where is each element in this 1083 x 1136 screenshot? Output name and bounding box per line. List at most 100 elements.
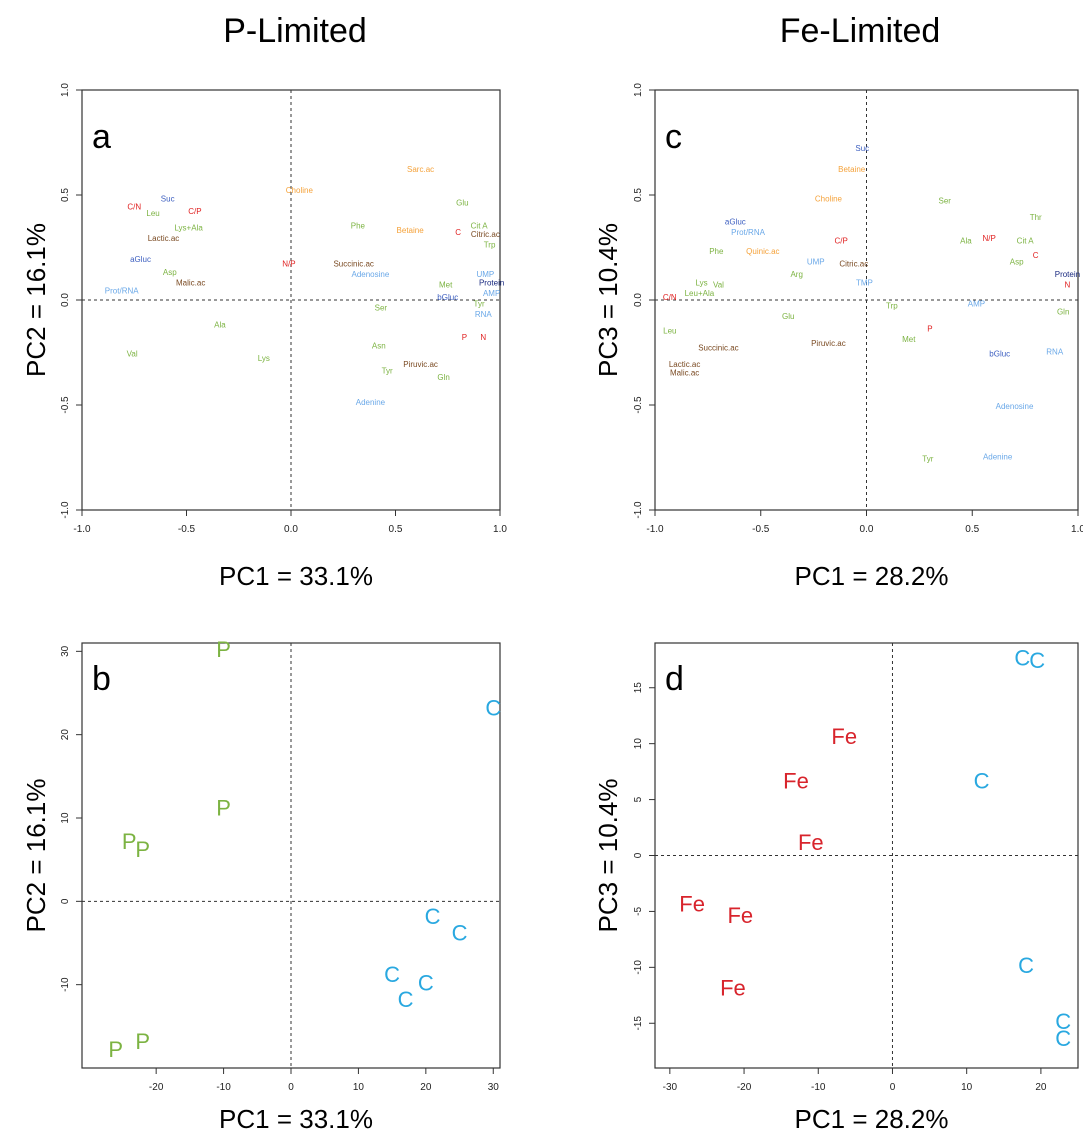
variable-loading-label: C/P <box>834 236 847 245</box>
variable-loading-label: Quinic.ac <box>746 247 779 256</box>
y-tick-label: -5 <box>633 907 644 916</box>
variable-loading-label: Prot/RNA <box>105 287 139 296</box>
y-tick-label: -10 <box>633 960 644 975</box>
x-tick-label: 1.0 <box>493 524 507 535</box>
variable-loading-label: Succinic.ac <box>698 343 738 352</box>
variable-loading-label: Phe <box>709 247 724 256</box>
variable-loading-label: Glu <box>782 312 794 321</box>
variable-loading-label: Tyr <box>382 367 393 376</box>
y-tick-label: 0 <box>60 898 71 904</box>
variable-loading-label: Leu+Ala <box>685 289 715 298</box>
variable-loading-label: Gln <box>1057 308 1069 317</box>
sample-point: Fe <box>831 724 857 749</box>
x-axis-title: PC1 = 28.2% <box>795 1104 949 1134</box>
y-tick-label: -1.0 <box>60 501 71 519</box>
y-axis-title: PC3 = 10.4% <box>593 779 623 933</box>
sample-point: Fe <box>798 830 824 855</box>
x-tick-label: -1.0 <box>73 524 91 535</box>
x-tick-label: 0.0 <box>284 524 298 535</box>
y-tick-label: 30 <box>60 645 71 657</box>
x-tick-label: -20 <box>737 1082 752 1093</box>
x-tick-label: -10 <box>216 1082 231 1093</box>
x-axis-title: PC1 = 28.2% <box>795 561 949 591</box>
variable-loading-label: aGluc <box>130 255 151 264</box>
sample-point: P <box>122 829 137 854</box>
variable-loading-label: Sarc.ac <box>407 165 434 174</box>
y-tick-label: -15 <box>633 1016 644 1031</box>
variable-loading-label: Glu <box>456 199 468 208</box>
variable-loading-label: P <box>927 325 932 334</box>
variable-loading-label: Met <box>902 335 916 344</box>
variable-loading-label: Lactic.ac <box>669 360 701 369</box>
variable-loading-label: Arg <box>790 270 802 279</box>
sample-point: C <box>1018 953 1034 978</box>
variable-loading-label: N <box>480 333 486 342</box>
variable-loading-label: C <box>1033 251 1039 260</box>
sample-point: C <box>485 695 501 720</box>
x-tick-label: 30 <box>488 1082 500 1093</box>
sample-point: C <box>1014 646 1030 671</box>
sample-point: P <box>135 837 150 862</box>
variable-loading-label: TMP <box>856 278 873 287</box>
variable-loading-label: Cit A <box>1017 236 1035 245</box>
x-tick-label: 10 <box>353 1082 365 1093</box>
variable-loading-label: RNA <box>1046 348 1064 357</box>
y-tick-label: 0.0 <box>60 293 71 307</box>
variable-loading-label: Piruvic.ac <box>403 360 438 369</box>
x-tick-label: 10 <box>961 1082 973 1093</box>
variable-loading-label: P <box>462 333 467 342</box>
x-tick-label: 0.0 <box>860 524 874 535</box>
variable-loading-label: C/N <box>663 293 677 302</box>
sample-point: Fe <box>783 769 809 794</box>
variable-loading-label: Adenine <box>356 398 386 407</box>
variable-loading-label: AMP <box>968 299 985 308</box>
variable-loading-label: Protein <box>479 278 504 287</box>
x-axis-title: PC1 = 33.1% <box>219 1104 373 1134</box>
variable-loading-label: bGluc <box>989 350 1010 359</box>
y-tick-label: -10 <box>60 977 71 992</box>
variable-loading-label: Prot/RNA <box>731 228 765 237</box>
variable-loading-label: Leu <box>146 209 159 218</box>
y-tick-label: 5 <box>633 796 644 802</box>
panel-letter-c: c <box>665 118 682 156</box>
panel-b: -20 -10 0 10 20 30 -10 0 10 20 30 b PC1 = 33.1% PC2 =… <box>21 637 501 1134</box>
variable-loading-label: Betaine <box>397 226 425 235</box>
y-tick-label: 20 <box>60 729 71 741</box>
variable-loading-label: Protein <box>1055 270 1080 279</box>
variable-loading-label: Lactic.ac <box>148 234 180 243</box>
x-tick-label: 0 <box>288 1082 294 1093</box>
sample-point: P <box>108 1037 123 1062</box>
variable-loading-label: Suc <box>161 194 175 203</box>
variable-loading-label: Asp <box>1010 257 1024 266</box>
variable-loading-label: Malic.ac <box>176 278 205 287</box>
y-tick-label: 0.5 <box>633 188 644 202</box>
y-tick-label: -0.5 <box>60 396 71 414</box>
variable-loading-label: Ala <box>960 236 972 245</box>
variable-loading-label: Adenine <box>983 453 1013 462</box>
variable-loading-label: Asp <box>163 268 177 277</box>
panel-d: -30 -20 -10 0 10 20 -15 -10 -5 0 5 10 15 d PC1 = 28.2%… <box>593 642 1079 1134</box>
variable-loading-label: Ser <box>375 304 388 313</box>
variable-loading-label: Choline <box>286 186 314 195</box>
sample-point: P <box>135 1029 150 1054</box>
variable-loading-label: Citric.ac <box>471 230 500 239</box>
x-tick-label: 0.5 <box>389 524 403 535</box>
variable-loading-label: Succinic.ac <box>333 259 373 268</box>
variable-loading-label: UMP <box>476 270 494 279</box>
variable-loading-label: C/P <box>188 207 201 216</box>
y-tick-label: -0.5 <box>633 396 644 414</box>
variable-loading-label: N/P <box>982 234 995 243</box>
sample-point: C <box>398 987 414 1012</box>
variable-loading-label: Suc <box>855 144 869 153</box>
variable-loading-label: aGluc <box>725 217 746 226</box>
y-tick-label: 1.0 <box>60 83 71 97</box>
panel-letter-b: b <box>92 660 111 698</box>
variable-loading-label: Tyr <box>474 299 485 308</box>
y-tick-label: 15 <box>633 682 644 694</box>
x-tick-label: -0.5 <box>178 524 196 535</box>
x-tick-label: 0.5 <box>965 524 979 535</box>
variable-loading-label: C <box>455 228 461 237</box>
variable-loading-label: Adenosine <box>352 270 390 279</box>
variable-loading-label: Piruvic.ac <box>811 339 846 348</box>
panel-letter-d: d <box>665 660 684 698</box>
